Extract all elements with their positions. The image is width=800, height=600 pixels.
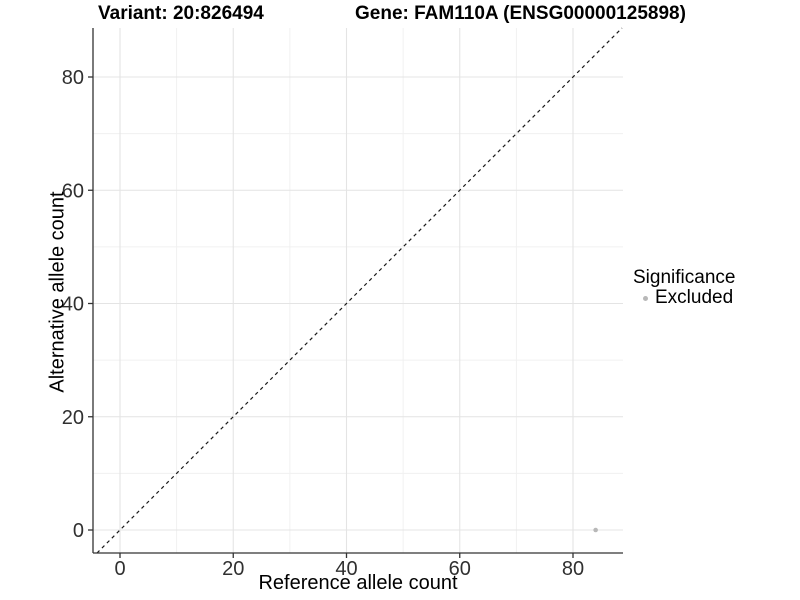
legend-title: Significance bbox=[633, 267, 736, 288]
x-tick-label: 20 bbox=[222, 558, 244, 580]
y-tick-label: 80 bbox=[62, 67, 84, 89]
y-tick-label: 0 bbox=[73, 520, 84, 542]
data-point bbox=[593, 527, 598, 533]
legend-point-swatch bbox=[643, 295, 648, 301]
variant-title: Variant: 20:826494 bbox=[98, 3, 264, 24]
x-axis-title: Reference allele count bbox=[258, 572, 458, 594]
y-tick-label: 40 bbox=[62, 294, 84, 316]
y-tick-label: 20 bbox=[62, 407, 84, 429]
x-tick-label: 0 bbox=[114, 558, 125, 580]
identity-line bbox=[96, 27, 623, 554]
legend-item-label: Excluded bbox=[655, 287, 734, 308]
y-axis-title: Alternative allele count bbox=[46, 191, 69, 393]
gene-title: Gene: FAM110A (ENSG00000125898) bbox=[355, 3, 686, 24]
x-tick-label: 60 bbox=[449, 558, 471, 580]
y-tick-label: 60 bbox=[62, 180, 84, 202]
x-tick-label: 80 bbox=[562, 558, 584, 580]
legend: Significance Excluded bbox=[633, 267, 735, 308]
legend-item-excluded: Excluded bbox=[633, 287, 735, 308]
x-tick-label: 40 bbox=[335, 558, 357, 580]
